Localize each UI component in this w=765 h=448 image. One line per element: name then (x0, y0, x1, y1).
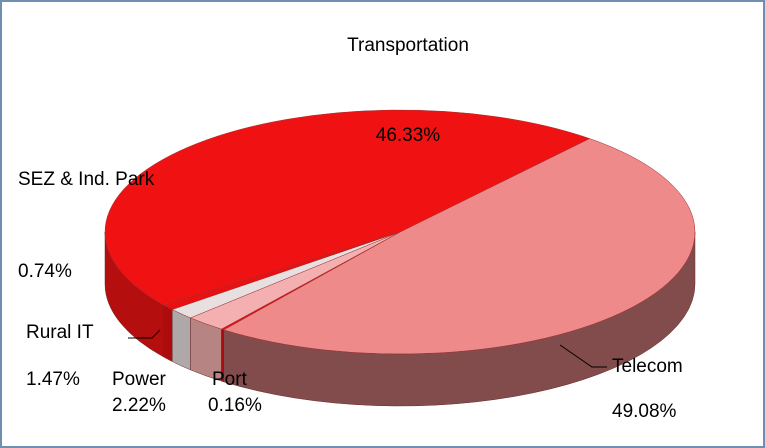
labels: Telecom 49.08% Port 0.16% Power 2.22% Rural IT… (18, 35, 683, 422)
category-label: Port (212, 369, 248, 390)
value-label: 1.47% (26, 369, 80, 390)
leader-line (128, 329, 161, 339)
slice-side (171, 309, 191, 371)
value-label: 2.22% (112, 395, 166, 416)
slice (223, 138, 696, 355)
slice (104, 109, 591, 306)
value-label: 46.33% (376, 125, 441, 146)
pie (104, 109, 696, 407)
value-label: 0.16% (208, 395, 262, 416)
leader-line (559, 344, 607, 368)
category-label: Rural IT (26, 322, 94, 343)
value-label: 0.74% (18, 261, 72, 282)
category-label: SEZ & Ind. Park (18, 169, 155, 190)
slice-side (163, 304, 173, 362)
value-label: 49.08% (612, 401, 677, 422)
category-label: Telecom (612, 356, 683, 377)
category-label: Transportation (347, 35, 469, 56)
category-label: Power (112, 369, 167, 390)
